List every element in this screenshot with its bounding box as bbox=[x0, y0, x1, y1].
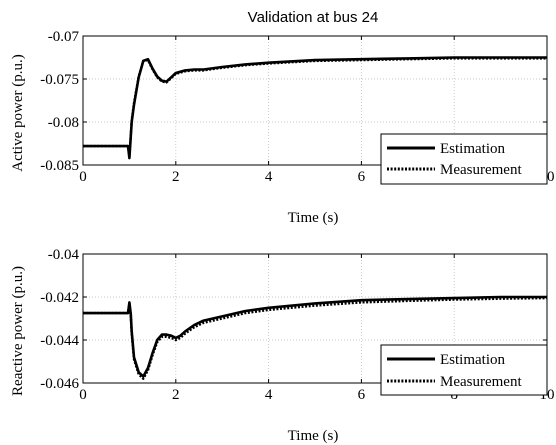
x-axis-label: Time (s) bbox=[288, 428, 339, 444]
x-tick-label: 0 bbox=[79, 387, 87, 403]
x-tick-label: 6 bbox=[358, 169, 366, 185]
y-tick-label: -0.07 bbox=[48, 29, 80, 45]
legend: Estimation Measurement bbox=[380, 344, 548, 396]
y-tick-label: -0.046 bbox=[40, 376, 79, 392]
x-tick-label: 2 bbox=[172, 169, 180, 185]
x-tick-label: 6 bbox=[358, 387, 366, 403]
legend-box bbox=[380, 133, 548, 185]
y-tick-label: -0.04 bbox=[48, 247, 80, 263]
series-lines bbox=[83, 56, 547, 160]
y-tick-label: -0.075 bbox=[40, 72, 79, 88]
chart-title: Validation at bus 24 bbox=[248, 9, 379, 26]
y-tick-label: -0.085 bbox=[40, 158, 79, 174]
series-line-estimation bbox=[83, 295, 547, 378]
grid bbox=[83, 254, 547, 383]
legend-label-estimation: Estimation bbox=[440, 141, 505, 157]
legend: Estimation Measurement bbox=[380, 133, 548, 185]
series-line-measurement bbox=[83, 57, 547, 158]
x-tick-label: 2 bbox=[172, 387, 180, 403]
legend-box bbox=[380, 344, 548, 396]
x-tick-label: 4 bbox=[265, 387, 273, 403]
y-axis-label: Active power (p.u.) bbox=[10, 54, 26, 171]
x-axis-label: Time (s) bbox=[288, 210, 339, 226]
legend-label-measurement: Measurement bbox=[440, 162, 522, 178]
x-tick-label: 0 bbox=[79, 169, 87, 185]
plot-frame bbox=[82, 35, 548, 166]
series-lines bbox=[83, 295, 548, 380]
y-tick-label: -0.044 bbox=[40, 333, 79, 349]
y-tick-label: -0.08 bbox=[48, 115, 79, 131]
legend-label-estimation: Estimation bbox=[440, 352, 505, 368]
active-power-panel: Validation at bus 24 0246810-0.085-0.08-… bbox=[10, 9, 555, 226]
y-axis-label: Reactive power (p.u.) bbox=[10, 266, 26, 396]
x-tick-label: 4 bbox=[265, 169, 273, 185]
plot-frame bbox=[82, 253, 548, 384]
reactive-power-panel: 0246810-0.046-0.044-0.042-0.04 Time (s) … bbox=[10, 247, 555, 444]
y-tick-label: -0.042 bbox=[40, 290, 79, 306]
series-line-measurement bbox=[83, 296, 548, 380]
legend-label-measurement: Measurement bbox=[440, 374, 522, 390]
